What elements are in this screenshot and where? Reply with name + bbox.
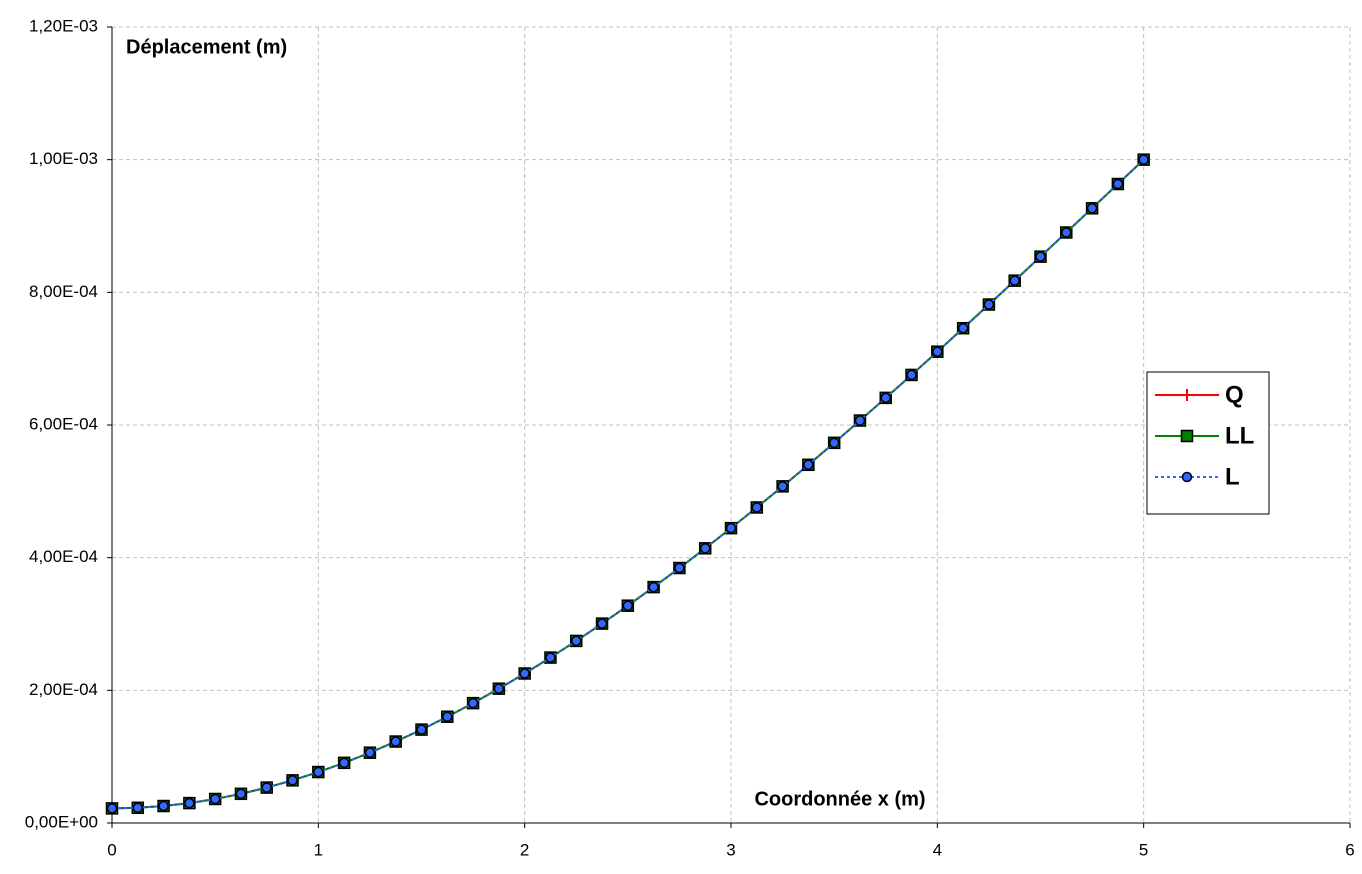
x-tick-label: 3	[726, 840, 735, 859]
marker-circle	[364, 747, 376, 758]
marker-circle	[493, 683, 505, 694]
y-tick-label: 8,00E-04	[29, 282, 98, 301]
marker-circle	[1138, 154, 1149, 165]
marker-circle	[209, 793, 221, 805]
y-tick-label: 4,00E-04	[29, 547, 98, 566]
marker-circle	[158, 800, 169, 812]
y-axis-title: Déplacement (m)	[126, 36, 287, 58]
series-line	[111, 158, 1145, 810]
marker-circle	[674, 562, 685, 574]
marker-circle	[416, 724, 427, 735]
marker-circle	[648, 581, 659, 593]
y-tick-label: 0,00E+00	[25, 812, 98, 831]
legend-label: Q	[1225, 381, 1244, 408]
x-axis-title: Coordonnée x (m)	[754, 788, 925, 810]
marker-circle	[1112, 178, 1124, 190]
marker-circle	[777, 481, 788, 492]
legend-label: LL	[1225, 422, 1254, 449]
marker-circle	[983, 299, 995, 310]
marker-circle	[596, 618, 608, 629]
marker-circle	[106, 803, 118, 814]
marker-circle	[699, 543, 711, 554]
marker-circle	[880, 392, 891, 404]
marker-circle	[571, 635, 582, 647]
series-line	[111, 158, 1145, 810]
marker-circle	[261, 782, 272, 793]
marker-circle	[235, 788, 247, 800]
marker-circle	[338, 757, 350, 769]
marker-circle	[545, 652, 556, 663]
x-tick-label: 1	[314, 840, 323, 859]
marker-circle	[442, 711, 453, 722]
marker-circle	[1035, 251, 1046, 262]
legend-label: L	[1225, 463, 1240, 490]
x-tick-label: 5	[1139, 840, 1148, 859]
marker-circle	[287, 775, 298, 786]
marker-circle	[828, 437, 840, 449]
marker-square	[1180, 429, 1194, 443]
marker-circle	[184, 797, 195, 809]
x-tick-label: 2	[520, 840, 529, 859]
marker-circle	[1061, 227, 1072, 238]
marker-circle	[854, 415, 866, 426]
x-tick-label: 0	[107, 840, 116, 859]
marker-circle	[622, 600, 634, 611]
marker-circle	[467, 697, 479, 709]
marker-circle	[1181, 471, 1193, 483]
marker-circle	[803, 459, 814, 471]
marker-circle	[1086, 203, 1098, 214]
marker-circle	[725, 522, 737, 534]
marker-plus	[1181, 389, 1193, 401]
x-tick-label: 4	[933, 840, 942, 859]
x-tick-label: 6	[1345, 840, 1354, 859]
marker-circle	[1009, 275, 1020, 286]
marker-circle	[957, 322, 969, 334]
marker-circle	[313, 766, 324, 778]
marker-circle	[751, 502, 763, 513]
marker-circle	[906, 369, 917, 381]
marker-circle	[519, 668, 530, 679]
marker-circle	[390, 736, 401, 747]
marker-circle	[932, 346, 943, 357]
y-tick-label: 2,00E-04	[29, 680, 98, 699]
y-tick-label: 1,00E-03	[29, 149, 98, 168]
y-tick-label: 6,00E-04	[29, 414, 98, 433]
series-line	[111, 158, 1145, 810]
marker-circle	[132, 802, 144, 814]
y-tick-label: 1,20E-03	[29, 16, 98, 35]
